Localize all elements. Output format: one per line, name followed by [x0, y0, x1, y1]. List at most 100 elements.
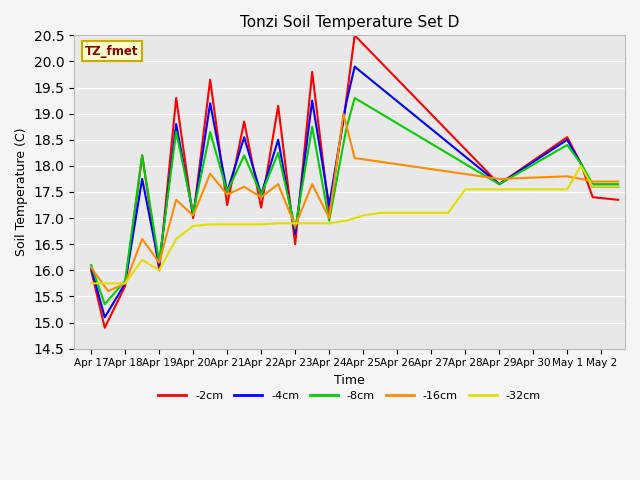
-8cm	[241, 153, 248, 158]
-2cm	[589, 194, 596, 200]
-16cm	[563, 173, 571, 179]
-2cm	[351, 33, 358, 38]
-8cm	[291, 226, 299, 231]
-32cm	[376, 210, 384, 216]
-16cm	[156, 260, 163, 265]
-4cm	[308, 98, 316, 104]
-32cm	[478, 187, 486, 192]
Line: -4cm: -4cm	[91, 67, 618, 317]
-4cm	[257, 192, 265, 197]
-4cm	[291, 231, 299, 237]
-8cm	[223, 189, 231, 195]
-8cm	[495, 181, 503, 187]
-32cm	[410, 210, 418, 216]
-2cm	[325, 210, 333, 216]
-8cm	[172, 129, 180, 135]
-16cm	[138, 236, 146, 242]
-16cm	[589, 179, 596, 184]
-32cm	[547, 187, 554, 192]
Y-axis label: Soil Temperature (C): Soil Temperature (C)	[15, 128, 28, 256]
-2cm	[614, 197, 622, 203]
-2cm	[189, 215, 197, 221]
-8cm	[577, 160, 584, 166]
-4cm	[189, 213, 197, 218]
-2cm	[122, 283, 129, 289]
-8cm	[589, 181, 596, 187]
-16cm	[308, 181, 316, 187]
-16cm	[223, 192, 231, 197]
-32cm	[495, 187, 503, 192]
-16cm	[87, 265, 95, 271]
Line: -32cm: -32cm	[91, 166, 618, 283]
-4cm	[101, 314, 109, 320]
-2cm	[308, 69, 316, 75]
-32cm	[241, 221, 248, 227]
-8cm	[308, 124, 316, 130]
-8cm	[342, 126, 350, 132]
-16cm	[257, 194, 265, 200]
-8cm	[189, 210, 197, 216]
-32cm	[342, 218, 350, 224]
-4cm	[156, 262, 163, 268]
-4cm	[589, 184, 596, 190]
-16cm	[172, 197, 180, 203]
-2cm	[138, 153, 146, 158]
-32cm	[614, 184, 622, 190]
-32cm	[138, 257, 146, 263]
-2cm	[257, 205, 265, 211]
-4cm	[87, 265, 95, 271]
-4cm	[172, 121, 180, 127]
-32cm	[577, 163, 584, 169]
-32cm	[104, 280, 112, 286]
-32cm	[563, 187, 571, 192]
-8cm	[614, 181, 622, 187]
-2cm	[563, 134, 571, 140]
-16cm	[495, 176, 503, 182]
-16cm	[275, 181, 282, 187]
-32cm	[444, 210, 452, 216]
-4cm	[495, 181, 503, 187]
-2cm	[223, 202, 231, 208]
-32cm	[394, 210, 401, 216]
-4cm	[275, 137, 282, 143]
-32cm	[257, 221, 265, 227]
-2cm	[101, 325, 109, 331]
-4cm	[577, 160, 584, 166]
-16cm	[241, 184, 248, 190]
-32cm	[172, 236, 180, 242]
-32cm	[308, 220, 316, 226]
-4cm	[241, 134, 248, 140]
-4cm	[325, 202, 333, 208]
-4cm	[223, 189, 231, 195]
-8cm	[101, 301, 109, 307]
-32cm	[461, 187, 469, 192]
-2cm	[241, 119, 248, 124]
Text: TZ_fmet: TZ_fmet	[85, 45, 139, 58]
-4cm	[122, 280, 129, 286]
-2cm	[291, 241, 299, 247]
-8cm	[206, 129, 214, 135]
-16cm	[614, 179, 622, 184]
-32cm	[325, 220, 333, 226]
-2cm	[342, 98, 350, 104]
Title: Tonzi Soil Temperature Set D: Tonzi Soil Temperature Set D	[240, 15, 460, 30]
-2cm	[495, 181, 503, 187]
Line: -8cm: -8cm	[91, 98, 618, 304]
-2cm	[87, 267, 95, 273]
-8cm	[156, 260, 163, 265]
-16cm	[340, 111, 348, 117]
Legend: -2cm, -4cm, -8cm, -16cm, -32cm: -2cm, -4cm, -8cm, -16cm, -32cm	[154, 387, 545, 406]
-2cm	[275, 103, 282, 108]
-4cm	[614, 184, 622, 190]
-8cm	[138, 153, 146, 158]
-16cm	[122, 280, 129, 286]
Line: -16cm: -16cm	[91, 114, 618, 291]
-16cm	[104, 288, 112, 294]
-32cm	[189, 223, 197, 229]
-2cm	[156, 267, 163, 273]
-32cm	[529, 187, 537, 192]
-32cm	[156, 267, 163, 273]
-16cm	[325, 215, 333, 221]
-32cm	[589, 184, 596, 190]
-32cm	[291, 220, 299, 226]
